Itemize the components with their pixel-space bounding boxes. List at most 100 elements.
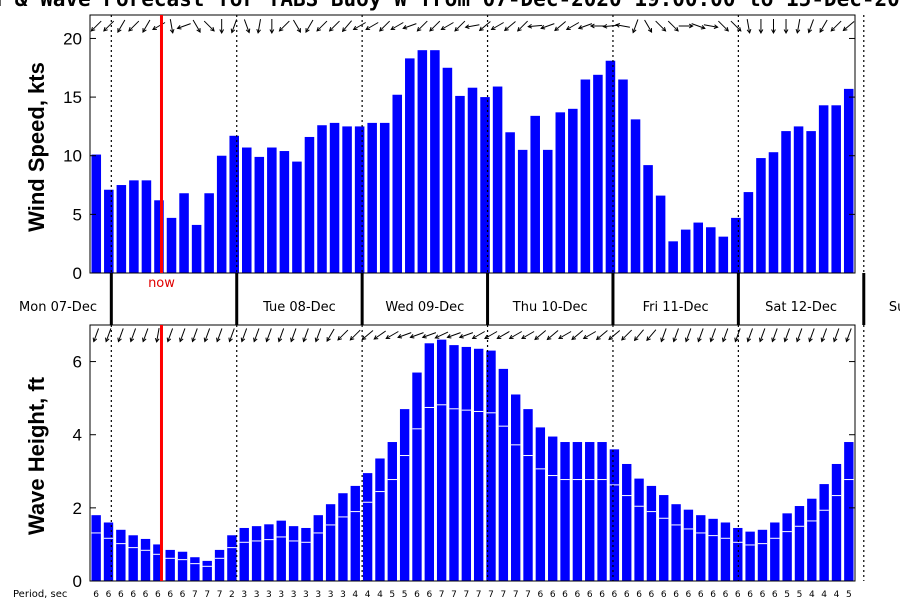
period-label: 6 [537,590,543,600]
wave-arrow [571,330,584,341]
wind-arrow [292,19,301,33]
wave-tick-label: 2 [73,499,82,518]
wave-bar [745,531,755,581]
wind-bar [241,147,252,273]
wave-bar [202,560,212,581]
wind-y-ticks: 0 5 10 15 20 [63,29,855,283]
wind-arrow [142,19,151,33]
day-label: Fri 11-Dec [643,300,709,315]
wave-arrow [808,328,815,343]
wave-bar [153,544,163,581]
wave-arrow [216,328,223,343]
wave-bar [128,535,138,581]
wave-arrow [385,331,399,340]
period-label: 6 [661,590,667,600]
wave-bar [91,515,101,581]
period-label: 6 [550,590,556,600]
wave-bar [214,549,225,581]
wind-bar [392,94,403,273]
wind-bar [267,147,277,273]
wind-bar [154,200,164,273]
wind-arrow [758,19,764,35]
wave-arrow [166,328,174,343]
wind-bar [818,105,829,273]
wave-arrow [409,332,424,339]
wave-tick-label: 6 [73,353,82,372]
wave-arrow [290,328,297,343]
wave-arrow [253,328,260,343]
period-label: 6 [649,590,655,600]
wind-arrow [577,23,593,30]
wind-arrow [365,22,379,31]
wind-arrow [416,20,428,32]
wind-arrow [842,21,855,32]
wind-bar [254,156,265,273]
wind-bar [555,112,566,273]
wave-arrow [240,328,248,343]
wave-arrow [203,328,211,343]
wave-bar [103,522,114,581]
period-label: 6 [698,590,704,600]
wave-bar [597,442,607,581]
wind-bar [806,131,816,273]
wind-arrow [341,20,352,33]
wind-arrow [90,20,102,32]
period-label: 7 [500,590,506,600]
wind-bar [430,50,440,273]
wave-arrow [496,331,510,340]
day-label-strip: Mon 07-Dec Tue 08-Dec Wed 09-Dec Thu 10-Dec… [19,273,900,325]
wind-arrow [464,24,480,29]
wave-arrow [361,330,374,341]
wind-arrow [516,20,528,32]
period-label: 3 [278,590,284,600]
wave-arrow [421,332,437,339]
period-label: 7 [488,590,494,600]
wave-bar [177,551,188,581]
period-label: 6 [106,590,112,600]
wind-arrow [117,19,126,33]
wind-arrow [527,23,543,29]
wave-bar [436,339,447,581]
wave-arrow [534,330,547,341]
wave-arrow [833,328,840,343]
wave-arrow [302,328,309,343]
wind-bar [141,180,152,273]
wave-tick-label: 0 [73,572,82,591]
wind-arrow [795,19,801,34]
wave-arrow [129,328,137,343]
wind-bar [179,193,189,273]
wave-bar [473,348,484,581]
wave-arrow [471,331,485,340]
wind-arrow [615,23,630,28]
wind-arrow [328,20,340,32]
period-label: 6 [612,590,618,600]
wave-y-axis-label: Wave Height, ft [24,376,49,535]
wind-bar [630,119,641,273]
wind-bar [668,241,678,273]
wave-bar [844,442,854,581]
wind-arrow [429,20,441,32]
wave-bar [190,557,200,581]
wind-bar [317,125,327,274]
wave-tick-label: 4 [73,426,82,445]
period-label: 6 [167,590,173,600]
wind-bar [680,229,691,273]
period-label: 5 [846,590,852,600]
wave-arrow [484,331,498,340]
wind-tick-label: 10 [63,147,82,166]
wave-bar [362,473,373,581]
wave-plot-frame [89,324,856,582]
wave-bar [770,522,780,581]
wave-bar [350,485,360,581]
wind-bar [505,132,515,273]
period-label: 6 [414,590,420,600]
wave-arrow [434,331,449,339]
wind-bar [116,185,127,273]
period-label: 6 [599,590,605,600]
wind-bar [605,60,616,274]
wind-bar [781,131,791,273]
wind-bar [756,158,766,273]
wave-arrow [277,328,285,343]
